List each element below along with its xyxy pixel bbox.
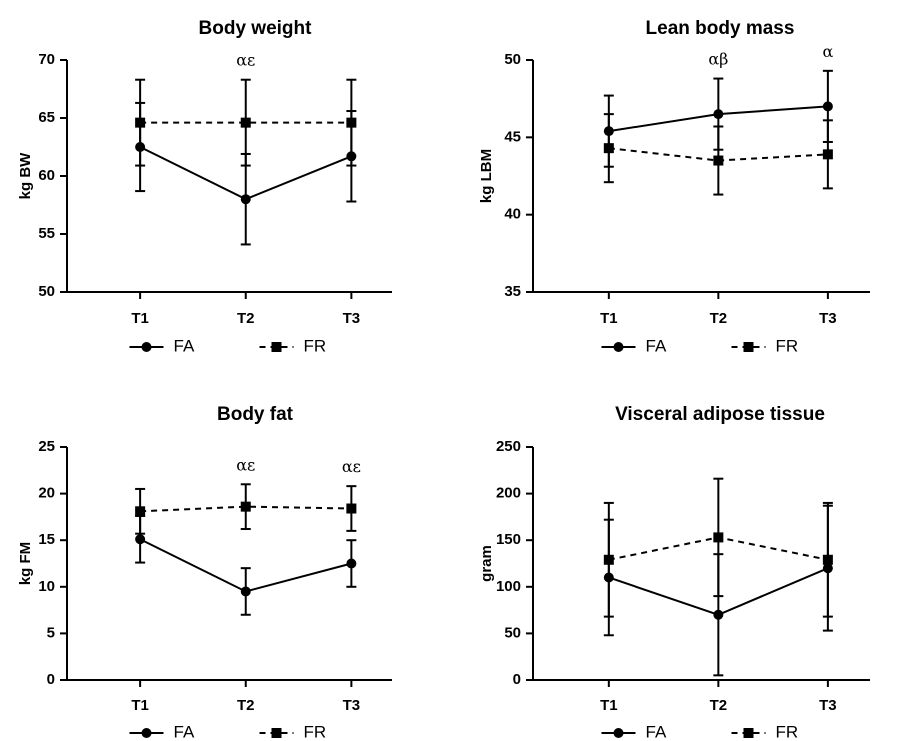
y-tick-label: 150 xyxy=(496,531,521,548)
legend-fa-label: FA xyxy=(646,722,667,741)
y-tick-label: 65 xyxy=(38,109,55,126)
legend-fa-marker xyxy=(613,342,624,352)
series-fr-point xyxy=(822,554,833,565)
series-fa-point xyxy=(713,109,724,120)
x-tick-label: T1 xyxy=(600,697,618,714)
y-tick-label: 250 xyxy=(496,438,521,455)
legend-fr-label: FR xyxy=(304,722,327,741)
x-tick-label: T1 xyxy=(131,310,149,327)
y-tick-label: 50 xyxy=(504,624,521,641)
legend-fr-marker xyxy=(271,342,282,352)
legend-fa-label: FA xyxy=(174,722,195,741)
y-axis-label: kg FM xyxy=(17,542,34,585)
x-tick-label: T2 xyxy=(710,697,728,714)
y-tick-label: 200 xyxy=(496,485,521,502)
y-tick-label: 5 xyxy=(47,624,55,641)
series-fr-point xyxy=(603,143,614,154)
y-tick-label: 10 xyxy=(38,578,55,595)
x-tick-label: T2 xyxy=(710,310,728,327)
significance-annotation: αε xyxy=(236,455,255,474)
series-fr-point xyxy=(135,117,146,128)
y-tick-label: 15 xyxy=(38,531,55,548)
x-tick-label: T2 xyxy=(237,697,255,714)
series-fr-point xyxy=(240,501,251,512)
x-tick-label: T1 xyxy=(600,310,618,327)
series-fr-line xyxy=(140,505,352,513)
y-tick-label: 25 xyxy=(38,438,55,455)
legend-fa-marker xyxy=(141,728,152,738)
significance-annotation: αβ xyxy=(708,50,728,69)
series-fr-point xyxy=(346,503,357,514)
significance-annotation: αε xyxy=(236,51,255,70)
series-fr-point xyxy=(603,554,614,565)
series-fa-point xyxy=(713,609,724,620)
series-fa-point xyxy=(822,101,833,112)
x-tick-label: T3 xyxy=(343,310,361,327)
y-axis-label: gram xyxy=(478,545,495,582)
y-tick-label: 35 xyxy=(504,283,521,300)
y-tick-label: 45 xyxy=(504,128,521,145)
significance-annotation: αε xyxy=(342,457,361,476)
legend-fr-label: FR xyxy=(776,336,799,355)
series-fa-point xyxy=(240,586,251,597)
x-tick-label: T1 xyxy=(131,697,149,714)
x-tick-label: T3 xyxy=(819,697,837,714)
chart-panel-2: Lean body mass kg LBM 35 40 45 50 T1 T2 T3 αβ α FA F… xyxy=(478,18,870,355)
series-fr-point xyxy=(135,506,146,517)
chart-title: Body fat xyxy=(217,404,294,425)
legend-fr-marker xyxy=(743,728,754,738)
y-tick-label: 0 xyxy=(47,671,55,688)
series-fa-point xyxy=(240,194,251,205)
legend-fa-label: FA xyxy=(174,336,195,355)
y-tick-label: 50 xyxy=(504,51,521,68)
y-tick-label: 0 xyxy=(513,671,521,688)
x-tick-label: T3 xyxy=(343,697,361,714)
chart-title: Body weight xyxy=(199,18,313,39)
legend-fa-marker xyxy=(613,728,624,738)
y-tick-label: 40 xyxy=(504,206,521,223)
legend-fr-marker xyxy=(743,342,754,352)
legend-fa-marker xyxy=(141,342,152,352)
chart-panel-4: Visceral adipose tissue gram 0 50 100 150 200 2… xyxy=(478,404,870,741)
chart-title: Visceral adipose tissue xyxy=(615,404,825,425)
chart-panel-1: Body weight kg BW 50 55 60 65 70 T1 T2 T3 αε FA FR xyxy=(17,18,392,355)
y-tick-label: 55 xyxy=(38,225,55,242)
y-tick-label: 100 xyxy=(496,578,521,595)
legend-fa-label: FA xyxy=(646,336,667,355)
legend-fr-label: FR xyxy=(776,722,799,741)
series-fr-point xyxy=(713,532,724,543)
series-fr-point xyxy=(240,117,251,128)
legend-fr-label: FR xyxy=(304,336,327,355)
legend-fr-marker xyxy=(271,728,282,738)
series-fr-point xyxy=(713,155,724,166)
series-fr-point xyxy=(822,149,833,160)
series-fr-point xyxy=(346,117,357,128)
y-axis-label: kg BW xyxy=(17,152,34,200)
y-tick-label: 70 xyxy=(38,51,55,68)
y-axis-label: kg LBM xyxy=(478,149,495,203)
series-fa-point xyxy=(135,534,146,545)
chart-title: Lean body mass xyxy=(646,18,795,39)
y-tick-label: 20 xyxy=(38,485,55,502)
x-tick-label: T3 xyxy=(819,310,837,327)
chart-panel-3: Body fat kg FM 0 5 10 15 20 25 T1 T2 T3 αε αε FA FR xyxy=(17,404,392,741)
y-tick-label: 50 xyxy=(38,283,55,300)
x-tick-label: T2 xyxy=(237,310,255,327)
series-fa-point xyxy=(346,558,357,569)
significance-annotation: α xyxy=(822,42,833,61)
y-tick-label: 60 xyxy=(38,167,55,184)
